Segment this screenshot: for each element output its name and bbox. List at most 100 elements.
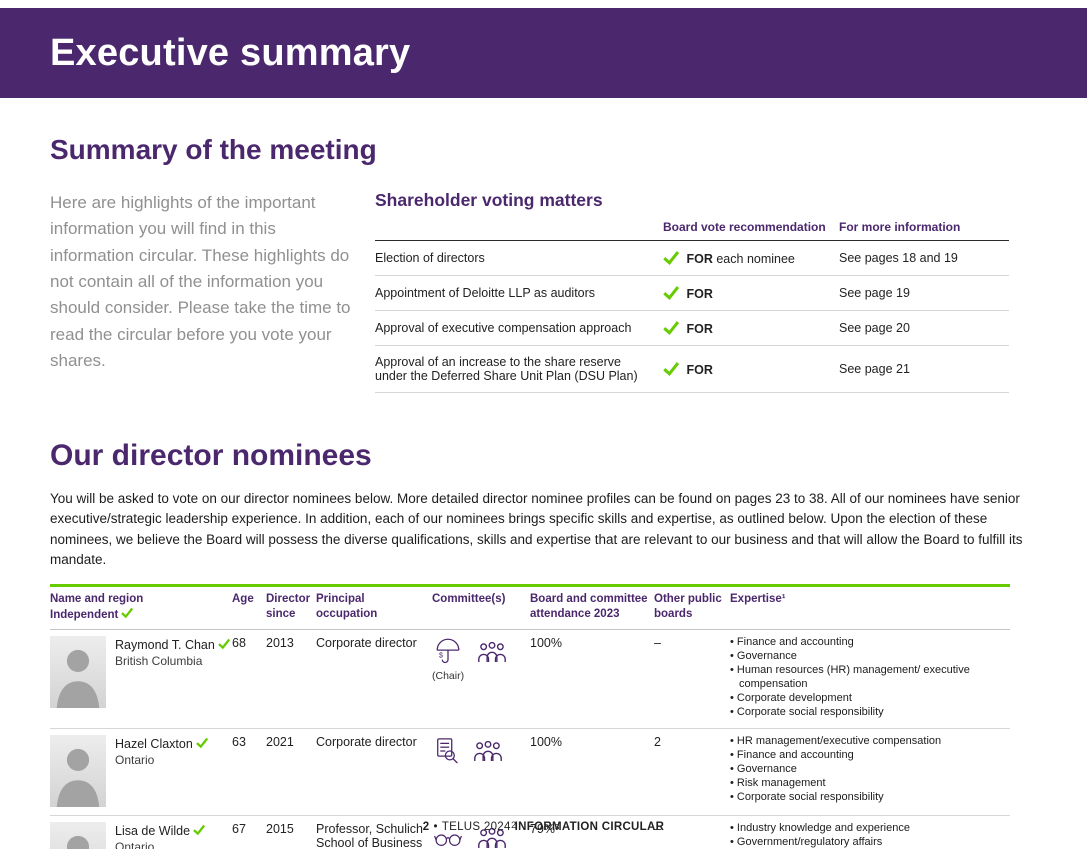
nominee-occupation: Corporate director — [316, 629, 432, 729]
voting-matter: Election of directors — [375, 240, 663, 276]
nominees-intro-text: You will be asked to vote on our directo… — [50, 491, 1023, 567]
expertise-list: Industry knowledge and experience Govern… — [730, 822, 1002, 849]
nominee-attendance: 79%³ — [530, 815, 654, 849]
col-attendance: Board and committee attendance 2023 — [530, 585, 654, 630]
expertise-list: HR management/executive compensation Fin… — [730, 735, 1002, 805]
nominee-director-since: 2021 — [266, 728, 316, 816]
expertise-item: Governance — [730, 763, 1002, 777]
page-banner: Executive summary — [0, 8, 1087, 98]
nominee-photo — [50, 734, 106, 807]
nominee-name: Lisa de Wilde — [115, 823, 191, 838]
vote-label: FOR — [686, 363, 713, 377]
col-name-line2: Independent — [50, 608, 119, 621]
nominee-age: 63 — [232, 728, 266, 816]
nominee-director-since: 2015 — [266, 815, 316, 849]
committee-footnote: 2 — [511, 819, 517, 830]
footer-separator: • — [433, 821, 438, 833]
col-committees: Committee(s) — [432, 585, 530, 630]
committee-hr — [472, 737, 504, 764]
committee-hr — [476, 638, 508, 665]
expertise-item: Corporate social responsibility — [730, 791, 1002, 805]
nominee-attendance: 100% — [530, 728, 654, 816]
expertise-list: Finance and accounting Governance Human … — [730, 636, 1002, 720]
expertise-item: Finance and accounting — [730, 636, 1002, 650]
meeting-section-title: Summary of the meeting — [50, 134, 377, 165]
nominee-row: Hazel Claxton Ontario 63 2021 Corporate … — [50, 728, 1010, 816]
nominee-committees: (Chair) 2 — [432, 820, 522, 849]
nominees-table: Name and region Independent Age Director… — [50, 584, 1010, 849]
footer-page-number: 2 — [422, 821, 430, 833]
voting-recommendation: FOR — [663, 345, 839, 393]
nominee-attendance: 100% — [530, 629, 654, 729]
voting-matters-title: Shareholder voting matters — [375, 190, 603, 210]
summary-of-meeting-section: Summary of the meeting Here are highligh… — [0, 134, 1087, 393]
voting-recommendation: FOR — [663, 275, 839, 311]
committee-chair-label: (Chair) — [432, 669, 465, 682]
voting-matter: Approval of executive compensation appro… — [375, 310, 663, 346]
expertise-item: Industry knowledge and experience — [730, 822, 1002, 836]
voting-matters-table: Board vote recommendation For more infor… — [375, 220, 1009, 393]
vote-label: FOR — [686, 287, 713, 301]
nominee-name: Raymond T. Chan — [115, 637, 215, 652]
expertise-item: Corporate development — [730, 692, 1002, 706]
page-footer: 2 • TELUS 2024 INFORMATION CIRCULAR — [0, 821, 1087, 833]
col-name-line1: Name and region — [50, 593, 144, 605]
check-icon — [121, 607, 133, 619]
voting-recommendation: FOR each nominee — [663, 240, 839, 276]
committee-hr: 2 — [476, 820, 516, 849]
nominee-other-boards: – — [654, 815, 730, 849]
voting-row: Appointment of Deloitte LLP as auditors … — [375, 275, 1009, 311]
nominee-other-boards: 2 — [654, 728, 730, 816]
vote-suffix: each nominee — [716, 252, 795, 266]
voting-row: Approval of executive compensation appro… — [375, 310, 1009, 346]
independent-check-icon — [196, 737, 208, 749]
vote-label: FOR — [686, 252, 713, 266]
col-other-boards: Other public boards — [654, 585, 730, 630]
check-icon — [663, 250, 679, 266]
page-title: Executive summary — [50, 31, 411, 74]
nominee-age: 68 — [232, 629, 266, 729]
person-silhouette-icon — [50, 636, 106, 708]
col-name-region: Name and region Independent — [50, 585, 232, 630]
nominee-region: Ontario — [115, 752, 155, 767]
people-group-icon — [476, 641, 508, 665]
nominee-photo — [50, 635, 106, 708]
nominee-row: Raymond T. Chan British Columbia 68 2013… — [50, 629, 1010, 729]
nominee-committees: (Chair) — [432, 636, 522, 682]
nominees-section-title: Our director nominees — [50, 439, 372, 472]
check-icon — [663, 285, 679, 301]
voting-col-recommendation: Board vote recommendation — [663, 220, 839, 241]
check-icon — [663, 361, 679, 377]
nominee-other-boards: – — [654, 629, 730, 729]
col-age: Age — [232, 585, 266, 630]
col-expertise: Expertise¹ — [730, 585, 1010, 630]
expertise-item: Corporate social responsibility — [730, 706, 1002, 720]
voting-matters-block: Shareholder voting matters Board vote re… — [375, 190, 1009, 393]
people-group-icon — [472, 740, 504, 764]
voting-header-row: Board vote recommendation For more infor… — [375, 220, 1009, 241]
meeting-intro-text: Here are highlights of the important inf… — [50, 193, 351, 371]
committee-pension: (Chair) — [432, 638, 464, 682]
footer-publication-bold: INFORMATION CIRCULAR — [514, 821, 665, 833]
expertise-item: Risk management — [730, 777, 1002, 791]
nominee-director-since: 2013 — [266, 629, 316, 729]
document-search-icon — [432, 737, 460, 765]
expertise-item: HR management/executive compensation — [730, 735, 1002, 749]
voting-row: Election of directors FOR each nominee S… — [375, 240, 1009, 276]
voting-matter: Approval of an increase to the share res… — [375, 345, 663, 393]
committee-audit — [432, 737, 460, 765]
vote-label: FOR — [686, 322, 713, 336]
voting-col-matter — [375, 220, 663, 241]
voting-info: See page 20 — [839, 310, 1009, 346]
nominee-occupation: Professor, Schulich School of Business a… — [316, 815, 432, 849]
independent-check-icon — [218, 638, 230, 650]
director-nominees-section: Our director nominees You will be asked … — [0, 439, 1087, 849]
nominee-region: British Columbia — [115, 653, 203, 668]
expertise-item: Finance and accounting — [730, 749, 1002, 763]
nominee-age: 67 — [232, 815, 266, 849]
nominee-photo — [50, 821, 106, 849]
check-icon — [663, 320, 679, 336]
voting-info: See pages 18 and 19 — [839, 240, 1009, 276]
voting-col-info: For more information — [839, 220, 1009, 241]
